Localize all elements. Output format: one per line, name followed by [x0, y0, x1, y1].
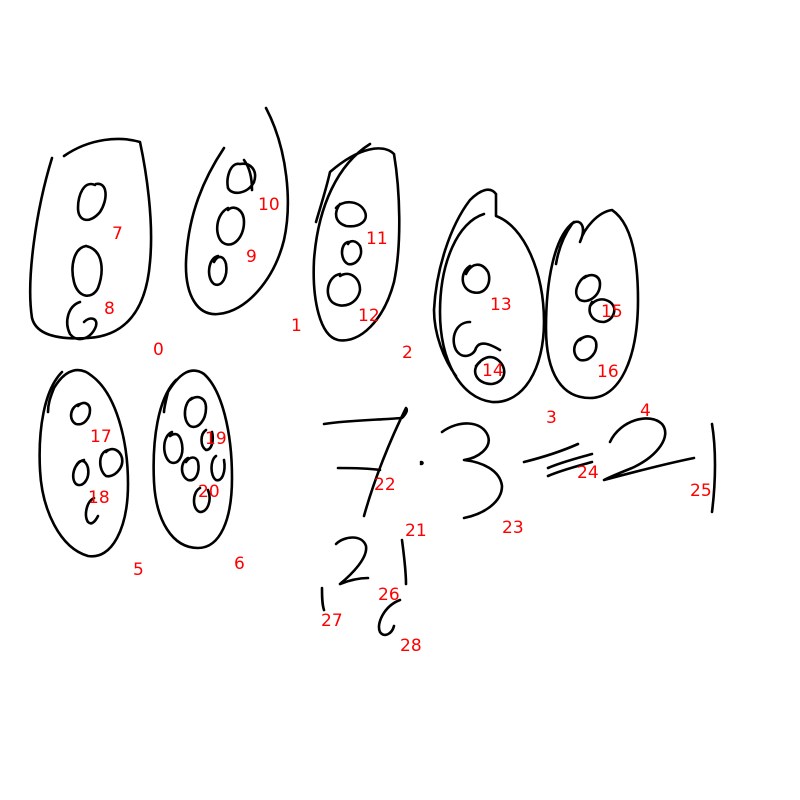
digit-three — [440, 422, 504, 520]
digit-six-small — [377, 598, 402, 637]
seed-8-upper — [71, 244, 103, 297]
label-17: 17 — [90, 427, 112, 447]
equals-lower — [546, 460, 594, 478]
seed-14-lower — [473, 355, 506, 386]
label-15: 15 — [601, 302, 623, 322]
label-28: 28 — [400, 636, 422, 656]
label-19: 19 — [205, 429, 227, 449]
seed-20-b — [210, 454, 226, 482]
seed-16 — [572, 335, 598, 362]
seed-11-b — [340, 239, 363, 266]
label-23: 23 — [502, 518, 524, 538]
oval-1 — [184, 106, 290, 316]
label-1: 1 — [291, 316, 302, 336]
label-5: 5 — [133, 560, 144, 580]
seven-crossbar — [336, 466, 382, 472]
label-7: 7 — [112, 224, 123, 244]
label-4: 4 — [640, 401, 651, 421]
label-16: 16 — [597, 362, 619, 382]
seed-7 — [76, 182, 107, 222]
label-13: 13 — [490, 295, 512, 315]
label-27: 27 — [321, 611, 343, 631]
seed-11 — [334, 200, 367, 228]
seed-19-left — [162, 430, 184, 465]
label-10: 10 — [258, 195, 280, 215]
label-2: 2 — [402, 343, 413, 363]
label-21: 21 — [405, 521, 427, 541]
seed-19-right — [200, 428, 215, 452]
tick-mark — [320, 586, 326, 612]
digit-one-small — [400, 538, 408, 586]
label-9: 9 — [246, 247, 257, 267]
oval-5 — [38, 368, 130, 558]
seed-20-a — [180, 456, 200, 482]
label-24: 24 — [577, 463, 599, 483]
label-0: 0 — [153, 340, 164, 360]
label-layer: 0 1 2 3 4 5 6 7 8 9 10 11 12 13 14 15 16… — [88, 195, 712, 656]
label-11: 11 — [366, 229, 388, 249]
seed-20-c — [192, 486, 211, 514]
seed-10 — [226, 158, 257, 195]
label-6: 6 — [234, 554, 245, 574]
seed-15 — [574, 273, 602, 303]
seed-9-lower — [207, 254, 228, 287]
oval-2 — [312, 142, 401, 342]
seed-19-top — [183, 395, 208, 429]
seed-8-lower — [66, 300, 98, 341]
seed-15-b — [588, 298, 616, 324]
minus-sign — [522, 442, 580, 464]
label-14: 14 — [482, 361, 504, 381]
digit-two-large — [602, 417, 696, 482]
seed-9-upper — [215, 206, 246, 246]
label-20: 20 — [198, 482, 220, 502]
digit-two-small — [334, 536, 370, 586]
dot — [419, 460, 424, 466]
digit-one-large — [710, 422, 717, 514]
label-22: 22 — [374, 475, 396, 495]
seed-12 — [326, 272, 362, 307]
seed-13 — [461, 263, 491, 294]
label-3: 3 — [546, 408, 557, 428]
label-25: 25 — [690, 481, 712, 501]
oval-4 — [544, 208, 640, 400]
digit-seven — [322, 406, 409, 518]
label-26: 26 — [378, 585, 400, 605]
seed-17 — [69, 401, 92, 426]
label-12: 12 — [358, 306, 380, 326]
label-18: 18 — [88, 488, 110, 508]
seed-18-b — [98, 447, 124, 478]
label-8: 8 — [104, 299, 115, 319]
oval-6 — [152, 369, 234, 550]
seed-14-upper — [452, 320, 502, 358]
seed-18-a — [71, 458, 90, 487]
oval-0 — [28, 137, 153, 340]
oval-3 — [432, 188, 546, 404]
ink-strokes — [28, 106, 717, 637]
seed-18-c — [84, 496, 100, 525]
equals-upper — [546, 452, 594, 470]
